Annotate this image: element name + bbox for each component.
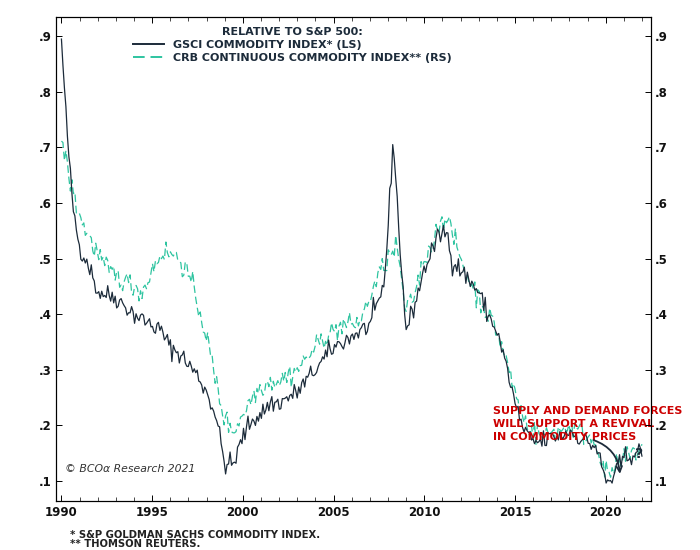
Text: © BCOα Research 2021: © BCOα Research 2021 — [65, 464, 195, 474]
Text: * S&P GOLDMAN SACHS COMMODITY INDEX.: * S&P GOLDMAN SACHS COMMODITY INDEX. — [70, 530, 320, 540]
Text: ** THOMSON REUTERS.: ** THOMSON REUTERS. — [70, 539, 200, 549]
Text: ?: ? — [635, 447, 643, 461]
Text: SUPPLY AND DEMAND FORCES
WILL SUPPORT A REVIVAL
IN COMMODITY PRICES: SUPPLY AND DEMAND FORCES WILL SUPPORT A … — [494, 406, 682, 442]
Legend: GSCI COMMODITY INDEX* (LS), CRB CONTINUOUS COMMODITY INDEX** (RS): GSCI COMMODITY INDEX* (LS), CRB CONTINUO… — [133, 27, 452, 63]
